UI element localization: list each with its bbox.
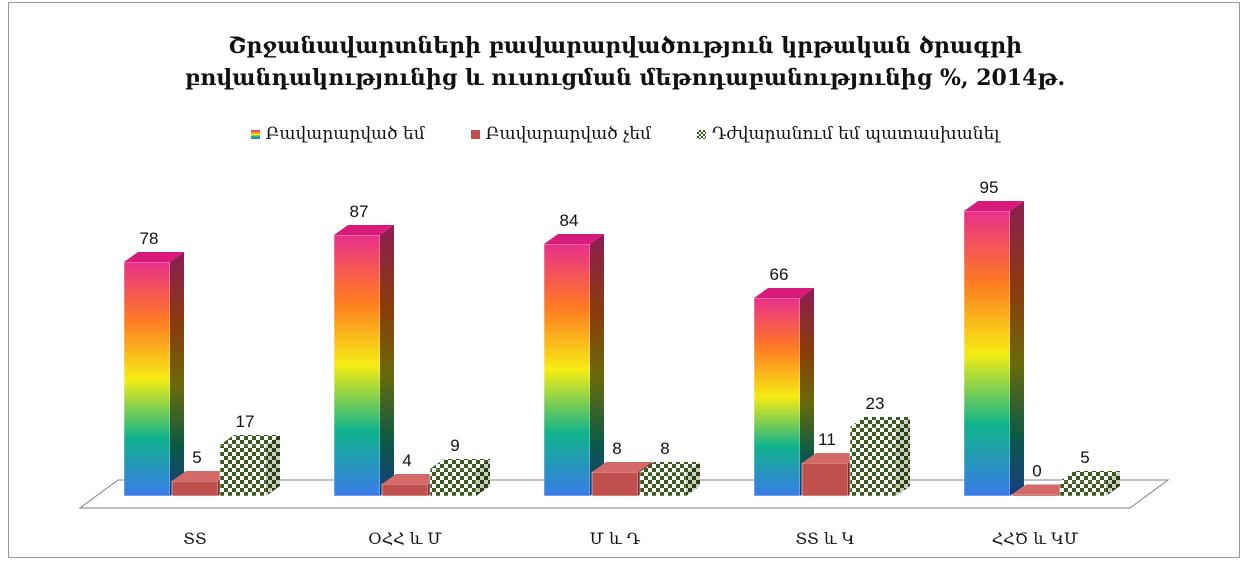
data-label-2-2: 8 bbox=[660, 439, 669, 458]
bar-front bbox=[849, 426, 897, 497]
bar-front bbox=[333, 234, 381, 497]
chart-category-labels: ՏՏ ՕՀՀ և Մ Մ և Դ ՏՏ և Կ ՀՀԾ և ԿՄ bbox=[183, 529, 1079, 548]
data-label-0-1: 87 bbox=[350, 202, 369, 221]
bar-top bbox=[1012, 484, 1072, 495]
bar-side bbox=[896, 417, 910, 496]
bar-side bbox=[476, 459, 490, 496]
bar-2-1 bbox=[429, 459, 490, 497]
bar-front bbox=[963, 210, 1011, 497]
bar-top bbox=[640, 462, 700, 472]
bar-0-4 bbox=[963, 201, 1024, 497]
legend-item-satisfied: Բավարարված եմ bbox=[250, 124, 425, 144]
bar-side bbox=[266, 435, 280, 496]
category-label-2: Մ և Դ bbox=[590, 529, 641, 548]
bar-front bbox=[801, 462, 849, 497]
bar-top bbox=[592, 462, 652, 472]
bar-side bbox=[800, 288, 814, 496]
data-label-0-0: 78 bbox=[140, 229, 159, 248]
data-label-2-0: 17 bbox=[236, 412, 255, 431]
bar-side bbox=[1106, 471, 1120, 496]
legend-label-satisfied: Բավարարված եմ bbox=[265, 124, 425, 144]
bar-2-2 bbox=[639, 462, 700, 497]
data-label-0-4: 95 bbox=[980, 178, 999, 197]
bar-0-2 bbox=[543, 234, 604, 497]
legend-label-not-satisfied: Բավարարված չեմ bbox=[485, 124, 651, 144]
data-label-2-3: 23 bbox=[866, 394, 885, 413]
bar-front bbox=[219, 444, 267, 497]
bar-side bbox=[170, 252, 184, 496]
bar-front bbox=[543, 243, 591, 497]
legend-swatch-satisfied bbox=[250, 129, 260, 139]
bar-2-4 bbox=[1059, 471, 1120, 497]
legend-swatch-hard-to-answer bbox=[696, 129, 706, 139]
bar-top bbox=[802, 453, 862, 463]
bar-top bbox=[124, 252, 184, 262]
bar-top bbox=[964, 201, 1024, 211]
data-label-1-1: 4 bbox=[402, 451, 411, 470]
category-label-1: ՕՀՀ և Մ bbox=[368, 529, 442, 548]
bar-front bbox=[753, 297, 801, 497]
category-label-4: ՀՀԾ և ԿՄ bbox=[992, 529, 1079, 548]
bar-top bbox=[334, 225, 394, 235]
category-label-0: ՏՏ bbox=[183, 529, 206, 548]
bar-0-3 bbox=[753, 288, 814, 497]
bar-top bbox=[754, 288, 814, 298]
bar-front bbox=[381, 483, 429, 497]
bar-front bbox=[591, 471, 639, 497]
chart-bars bbox=[123, 201, 1120, 497]
bar-side bbox=[1010, 201, 1024, 496]
bar-side bbox=[590, 234, 604, 496]
chart-title: Շրջանավարտների բավարարվածություն կրթական… bbox=[0, 30, 1250, 94]
bar-top bbox=[172, 471, 232, 481]
data-label-2-4: 5 bbox=[1080, 448, 1089, 467]
bar-0-0 bbox=[123, 252, 184, 497]
chart-title-line-2: բովանդակությունից և ուսուցման մեթոդաբանո… bbox=[184, 65, 1066, 91]
bar-top bbox=[544, 234, 604, 244]
bar-top bbox=[430, 459, 490, 469]
bar-front bbox=[1011, 494, 1059, 497]
bar-2-0 bbox=[219, 435, 280, 497]
data-label-1-2: 8 bbox=[612, 439, 621, 458]
legend-item-hard-to-answer: Դժվարանում եմ պատասխանել bbox=[696, 124, 1000, 144]
bar-front bbox=[639, 471, 687, 497]
bar-2-3 bbox=[849, 417, 910, 497]
chart-title-line-1: Շրջանավարտների բավարարվածություն կրթական… bbox=[227, 33, 1023, 59]
bar-front bbox=[171, 480, 219, 497]
data-label-0-2: 84 bbox=[560, 211, 579, 230]
category-label-3: ՏՏ և Կ bbox=[795, 529, 854, 548]
bar-0-1 bbox=[333, 225, 394, 497]
legend-item-not-satisfied: Բավարարված չեմ bbox=[470, 124, 651, 144]
data-label-0-3: 66 bbox=[770, 265, 789, 284]
data-label-2-1: 9 bbox=[450, 436, 459, 455]
bar-top bbox=[220, 435, 280, 445]
bar-top bbox=[382, 474, 442, 484]
legend-swatch-not-satisfied bbox=[470, 129, 480, 139]
bar-top bbox=[850, 417, 910, 427]
bar-front bbox=[1059, 480, 1107, 497]
data-label-1-4: 0 bbox=[1032, 462, 1041, 481]
legend-label-hard-to-answer: Դժվարանում եմ պատասխանել bbox=[711, 124, 1000, 144]
chart-legend: Բավարարված եմ Բավարարված չեմ Դժվարանում … bbox=[0, 124, 1250, 144]
bar-front bbox=[429, 468, 477, 497]
bar-top bbox=[1060, 471, 1120, 481]
bar-side bbox=[686, 462, 700, 496]
bar-1-2 bbox=[591, 462, 652, 497]
chart-data-labels: 78 5 17 87 4 9 84 8 8 66 11 23 95 0 5 bbox=[140, 178, 1090, 481]
bar-front bbox=[123, 261, 171, 497]
data-label-1-3: 11 bbox=[818, 430, 836, 449]
bar-side bbox=[380, 225, 394, 496]
data-label-1-0: 5 bbox=[192, 448, 201, 467]
chart-frame bbox=[8, 2, 1240, 558]
